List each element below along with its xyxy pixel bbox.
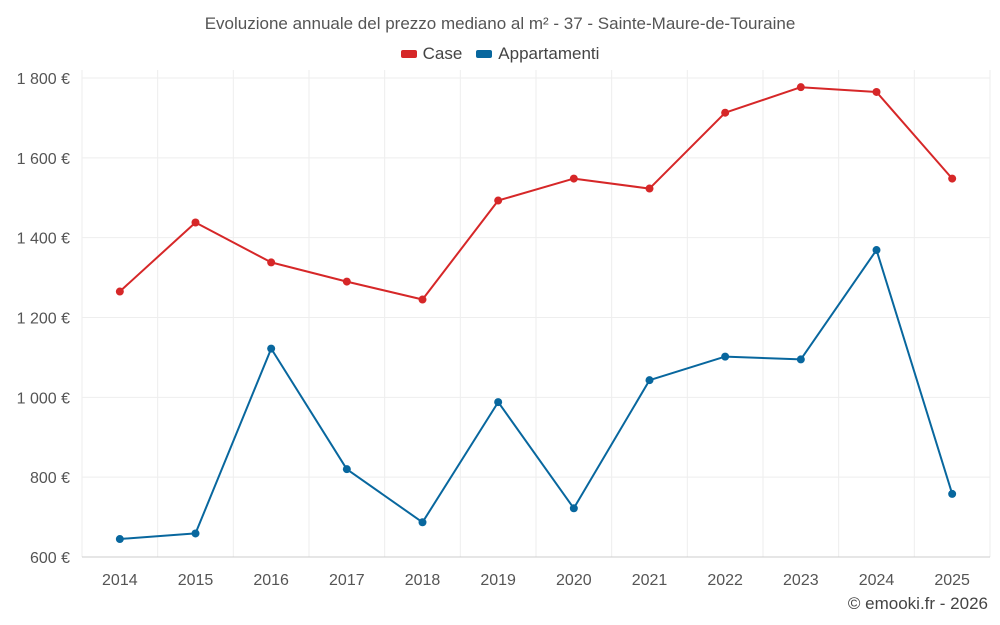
data-point-case <box>872 87 881 96</box>
data-point-appartamenti <box>569 504 578 513</box>
data-point-case <box>721 108 730 117</box>
y-tick-label: 1 200 € <box>17 310 70 327</box>
x-tick-label: 2016 <box>253 572 289 589</box>
x-tick-label: 2023 <box>783 572 819 589</box>
y-tick-label: 1 600 € <box>17 151 70 168</box>
data-point-case <box>494 196 503 205</box>
legend-label-case: Case <box>422 44 463 63</box>
legend-item-appartamenti[interactable]: Appartamenti <box>476 44 599 64</box>
copyright-footer: © emooki.fr - 2026 <box>847 594 988 613</box>
x-tick-label: 2020 <box>556 572 592 589</box>
x-tick-label: 2025 <box>934 572 970 589</box>
data-point-appartamenti <box>267 344 276 353</box>
x-tick-label: 2019 <box>480 572 516 589</box>
data-point-appartamenti <box>721 352 730 361</box>
legend: Case Appartamenti <box>0 44 1000 64</box>
x-tick-label: 2014 <box>102 572 138 589</box>
legend-swatch-appartamenti <box>476 50 493 58</box>
data-point-case <box>115 287 124 296</box>
series-line-case <box>119 86 953 301</box>
data-point-case <box>569 174 578 183</box>
y-tick-label: 1 000 € <box>17 390 70 407</box>
x-tick-label: 2017 <box>329 572 365 589</box>
data-point-case <box>342 277 351 286</box>
data-point-case <box>267 258 276 267</box>
legend-item-case[interactable]: Case <box>400 44 463 64</box>
data-point-appartamenti <box>948 489 957 498</box>
legend-swatch-case <box>400 50 417 58</box>
x-tick-label: 2015 <box>178 572 214 589</box>
data-point-case <box>796 83 805 92</box>
y-tick-label: 800 € <box>30 470 70 487</box>
data-point-appartamenti <box>494 398 503 407</box>
data-point-appartamenti <box>418 518 427 527</box>
data-point-case <box>418 295 427 304</box>
y-tick-label: 600 € <box>30 550 70 567</box>
x-tick-label: 2018 <box>405 572 441 589</box>
series-line-appartamenti <box>119 249 954 540</box>
data-point-case <box>191 218 200 227</box>
data-point-case <box>645 184 654 193</box>
data-point-appartamenti <box>872 246 881 255</box>
data-point-appartamenti <box>796 355 805 364</box>
data-point-appartamenti <box>342 465 351 474</box>
legend-label-appartamenti: Appartamenti <box>498 44 600 63</box>
x-tick-label: 2021 <box>632 572 668 589</box>
y-tick-label: 1 800 € <box>17 71 70 88</box>
x-tick-label: 2022 <box>707 572 743 589</box>
y-tick-label: 1 400 € <box>17 231 70 248</box>
chart-title: Evoluzione annuale del prezzo mediano al… <box>204 14 796 33</box>
data-point-appartamenti <box>645 376 654 385</box>
data-point-appartamenti <box>191 529 200 538</box>
data-point-case <box>948 174 957 183</box>
x-tick-label: 2024 <box>859 572 895 589</box>
data-point-appartamenti <box>115 535 124 544</box>
